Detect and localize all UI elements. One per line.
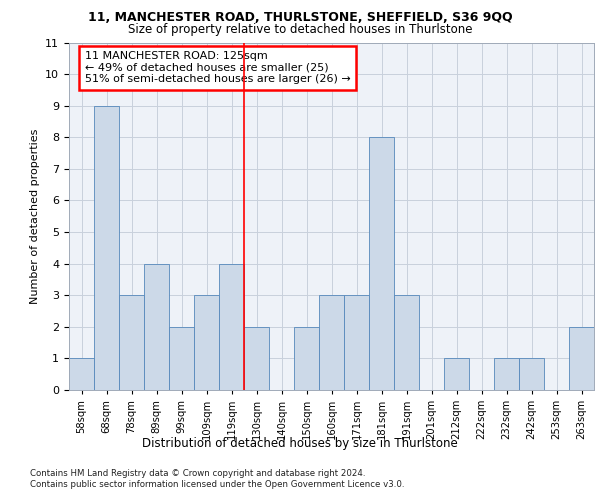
Bar: [219, 264, 244, 390]
Y-axis label: Number of detached properties: Number of detached properties: [30, 128, 40, 304]
Text: 11 MANCHESTER ROAD: 125sqm
← 49% of detached houses are smaller (25)
51% of semi: 11 MANCHESTER ROAD: 125sqm ← 49% of deta…: [85, 51, 350, 84]
Bar: [394, 295, 419, 390]
Bar: [519, 358, 544, 390]
Bar: [119, 295, 144, 390]
Bar: [444, 358, 469, 390]
Bar: [494, 358, 519, 390]
Bar: [169, 327, 194, 390]
Text: Distribution of detached houses by size in Thurlstone: Distribution of detached houses by size …: [142, 438, 458, 450]
Bar: [319, 295, 344, 390]
Bar: [369, 138, 394, 390]
Text: Size of property relative to detached houses in Thurlstone: Size of property relative to detached ho…: [128, 22, 472, 36]
Text: 11, MANCHESTER ROAD, THURLSTONE, SHEFFIELD, S36 9QQ: 11, MANCHESTER ROAD, THURLSTONE, SHEFFIE…: [88, 11, 512, 24]
Bar: [244, 327, 269, 390]
Text: Contains HM Land Registry data © Crown copyright and database right 2024.: Contains HM Land Registry data © Crown c…: [30, 469, 365, 478]
Bar: [569, 327, 594, 390]
Bar: [144, 264, 169, 390]
Text: Contains public sector information licensed under the Open Government Licence v3: Contains public sector information licen…: [30, 480, 404, 489]
Bar: [344, 295, 369, 390]
Bar: [294, 327, 319, 390]
Bar: [194, 295, 219, 390]
Bar: [69, 358, 94, 390]
Bar: [94, 106, 119, 390]
